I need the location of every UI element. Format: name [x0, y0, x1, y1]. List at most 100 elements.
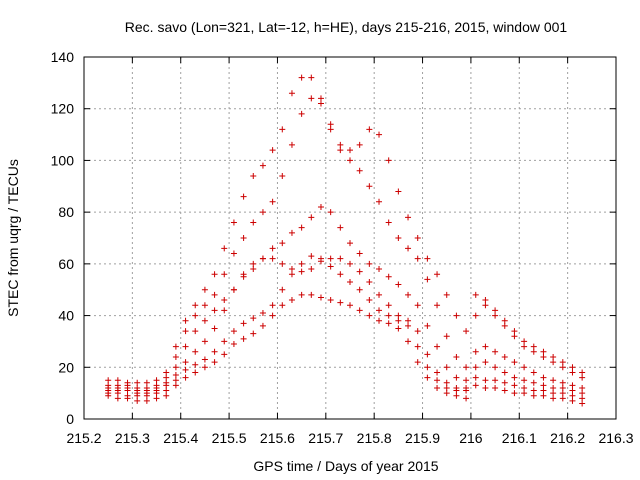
data-point: [395, 312, 402, 319]
data-point: [230, 328, 237, 335]
data-point: [134, 379, 141, 386]
data-point: [530, 379, 537, 386]
data-point: [472, 348, 479, 355]
data-point: [192, 302, 199, 309]
data-point: [463, 328, 470, 335]
data-point: [492, 384, 499, 391]
y-tick-label: 120: [51, 101, 75, 117]
data-point: [453, 384, 460, 391]
data-point: [550, 353, 557, 360]
data-point: [163, 374, 170, 381]
data-point: [424, 374, 431, 381]
data-point: [550, 390, 557, 397]
data-point: [405, 291, 412, 298]
x-tick-label: 216.1: [502, 430, 537, 446]
x-tick-label: 215.6: [260, 430, 295, 446]
data-point: [347, 147, 353, 154]
data-point: [211, 348, 218, 355]
data-point: [211, 325, 218, 332]
x-tick-label: 215.7: [308, 430, 343, 446]
data-point: [317, 294, 324, 301]
data-point: [559, 359, 566, 366]
data-point: [182, 317, 189, 324]
data-point: [105, 382, 112, 389]
data-point: [443, 384, 450, 391]
data-point: [327, 126, 334, 133]
data-point: [269, 312, 276, 319]
data-point: [511, 374, 518, 381]
data-point: [250, 315, 257, 322]
data-point: [405, 338, 412, 345]
data-point: [501, 379, 508, 386]
data-point: [230, 250, 237, 257]
data-point: [521, 343, 528, 350]
data-point: [511, 333, 518, 340]
data-point: [250, 219, 257, 226]
data-point: [337, 224, 344, 231]
data-point: [192, 369, 199, 376]
data-point: [337, 141, 344, 148]
data-point: [279, 302, 286, 309]
x-tick-label: 215.4: [163, 430, 198, 446]
data-point: [395, 188, 402, 195]
data-point: [356, 167, 363, 174]
data-point: [211, 271, 218, 278]
data-point: [443, 390, 450, 397]
data-point: [511, 390, 518, 397]
data-point: [530, 343, 537, 350]
data-point: [530, 392, 537, 399]
data-point: [463, 364, 470, 371]
data-point: [327, 121, 334, 128]
data-point: [569, 392, 576, 399]
data-point: [337, 255, 344, 262]
data-point: [347, 302, 353, 309]
data-point: [172, 353, 179, 360]
x-tick-label: 215.8: [357, 430, 392, 446]
data-point: [356, 250, 363, 257]
data-point: [424, 276, 431, 283]
data-point: [347, 240, 353, 247]
data-point: [550, 384, 557, 391]
data-point: [385, 312, 392, 319]
data-point: [472, 291, 479, 298]
data-point: [201, 356, 208, 363]
data-point: [327, 255, 334, 262]
data-point: [114, 377, 121, 384]
data-point: [317, 203, 324, 210]
x-tick-label: 216.2: [550, 430, 585, 446]
data-point: [376, 198, 383, 205]
data-point: [376, 317, 383, 324]
data-point: [356, 268, 363, 275]
data-point: [405, 245, 412, 252]
data-point: [201, 286, 208, 293]
data-point: [279, 240, 286, 247]
data-point: [366, 126, 373, 133]
data-point: [269, 147, 276, 154]
data-point: [153, 382, 160, 389]
data-point: [463, 377, 470, 384]
data-point: [443, 291, 450, 298]
data-point: [172, 377, 179, 384]
data-point: [201, 338, 208, 345]
y-tick-label: 60: [58, 256, 74, 272]
data-point: [434, 377, 441, 384]
data-point: [501, 353, 508, 360]
data-point: [501, 322, 508, 329]
data-point: [163, 379, 170, 386]
data-point: [521, 390, 528, 397]
data-point: [579, 384, 586, 391]
data-point: [376, 266, 383, 273]
data-point: [395, 325, 402, 332]
data-point: [153, 395, 160, 402]
data-point: [259, 255, 266, 262]
data-point: [172, 364, 179, 371]
data-point: [530, 348, 537, 355]
data-point: [298, 291, 305, 298]
data-point: [569, 369, 576, 376]
data-point: [366, 260, 373, 267]
data-point: [298, 110, 305, 117]
y-tick-label: 100: [51, 152, 75, 168]
data-point: [579, 390, 586, 397]
data-point: [472, 374, 479, 381]
